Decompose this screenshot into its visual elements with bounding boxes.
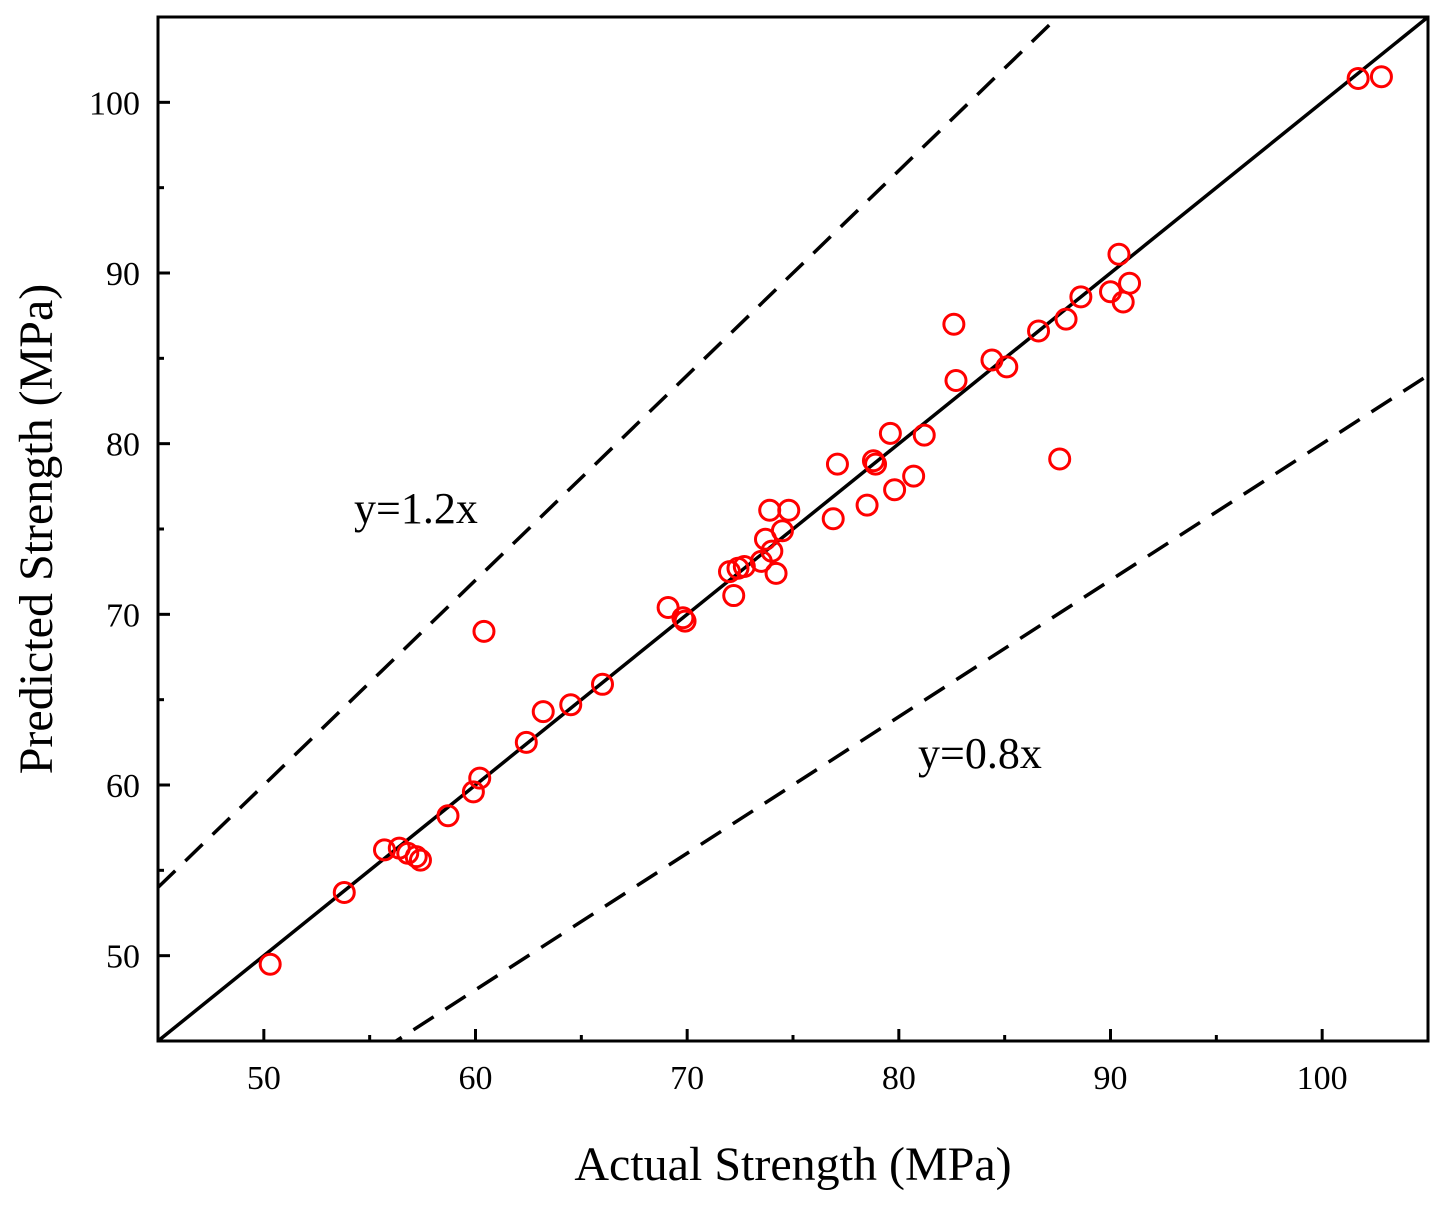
data-point <box>514 730 538 754</box>
data-points <box>258 65 1393 976</box>
data-point <box>878 421 902 445</box>
data-point <box>760 539 784 563</box>
x-tick-label: 70 <box>670 1060 704 1097</box>
data-point <box>912 423 936 447</box>
data-point <box>656 596 680 620</box>
data-point <box>404 845 428 869</box>
data-point <box>1048 447 1072 471</box>
data-point <box>372 838 396 862</box>
data-point <box>1107 242 1131 266</box>
y-axis: 50 60 70 80 90 100 <box>89 85 170 976</box>
data-point <box>461 780 485 804</box>
data-point <box>944 369 968 393</box>
x-tick-label: 50 <box>247 1060 281 1097</box>
data-point <box>531 700 555 724</box>
data-point <box>902 464 926 488</box>
reference-lines <box>158 17 1428 1041</box>
data-point <box>1099 280 1122 304</box>
x-tick-label: 80 <box>882 1060 916 1097</box>
data-point <box>1111 290 1135 314</box>
y-axis-title: Predicted Strength (MPa) <box>10 284 63 775</box>
data-point <box>825 452 849 476</box>
data-point <box>1346 66 1370 90</box>
data-point <box>821 507 845 531</box>
y-tick-label: 90 <box>106 256 140 293</box>
reference-line-1 <box>158 17 1061 889</box>
data-point <box>332 881 356 905</box>
data-point <box>472 619 496 643</box>
data-point <box>995 355 1019 379</box>
annotation-upper-line: y=1.2x <box>354 484 478 533</box>
data-point <box>1369 65 1393 89</box>
data-point <box>258 952 282 976</box>
data-point <box>559 693 583 717</box>
data-point <box>770 519 794 543</box>
data-point <box>1054 307 1078 331</box>
data-point <box>942 312 966 336</box>
data-point <box>777 498 801 522</box>
data-point <box>408 848 432 872</box>
data-point <box>855 493 879 517</box>
y-tick-label: 80 <box>106 427 140 464</box>
data-point <box>436 804 460 828</box>
data-point <box>468 766 492 790</box>
data-point <box>864 452 888 476</box>
data-point <box>722 584 746 608</box>
data-point <box>883 478 907 502</box>
data-point <box>758 498 782 522</box>
y-tick-label: 70 <box>106 597 140 634</box>
data-point <box>673 609 697 633</box>
data-point <box>1118 271 1142 295</box>
x-tick-label: 60 <box>459 1060 493 1097</box>
x-axis: 50 60 70 80 90 100 <box>247 1029 1348 1097</box>
y-tick-label: 100 <box>89 85 140 122</box>
x-tick-label: 90 <box>1094 1060 1128 1097</box>
data-point <box>1027 319 1051 343</box>
annotation-lower-line: y=0.8x <box>918 729 1042 778</box>
data-point <box>591 672 614 696</box>
x-tick-label: 100 <box>1297 1060 1348 1097</box>
data-point <box>764 561 788 585</box>
reference-line-2 <box>392 373 1428 1041</box>
y-tick-label: 60 <box>106 768 140 805</box>
y-tick-label: 50 <box>106 939 140 976</box>
data-point <box>1069 285 1093 309</box>
data-point <box>980 348 1004 372</box>
x-axis-title: Actual Strength (MPa) <box>574 1138 1011 1191</box>
